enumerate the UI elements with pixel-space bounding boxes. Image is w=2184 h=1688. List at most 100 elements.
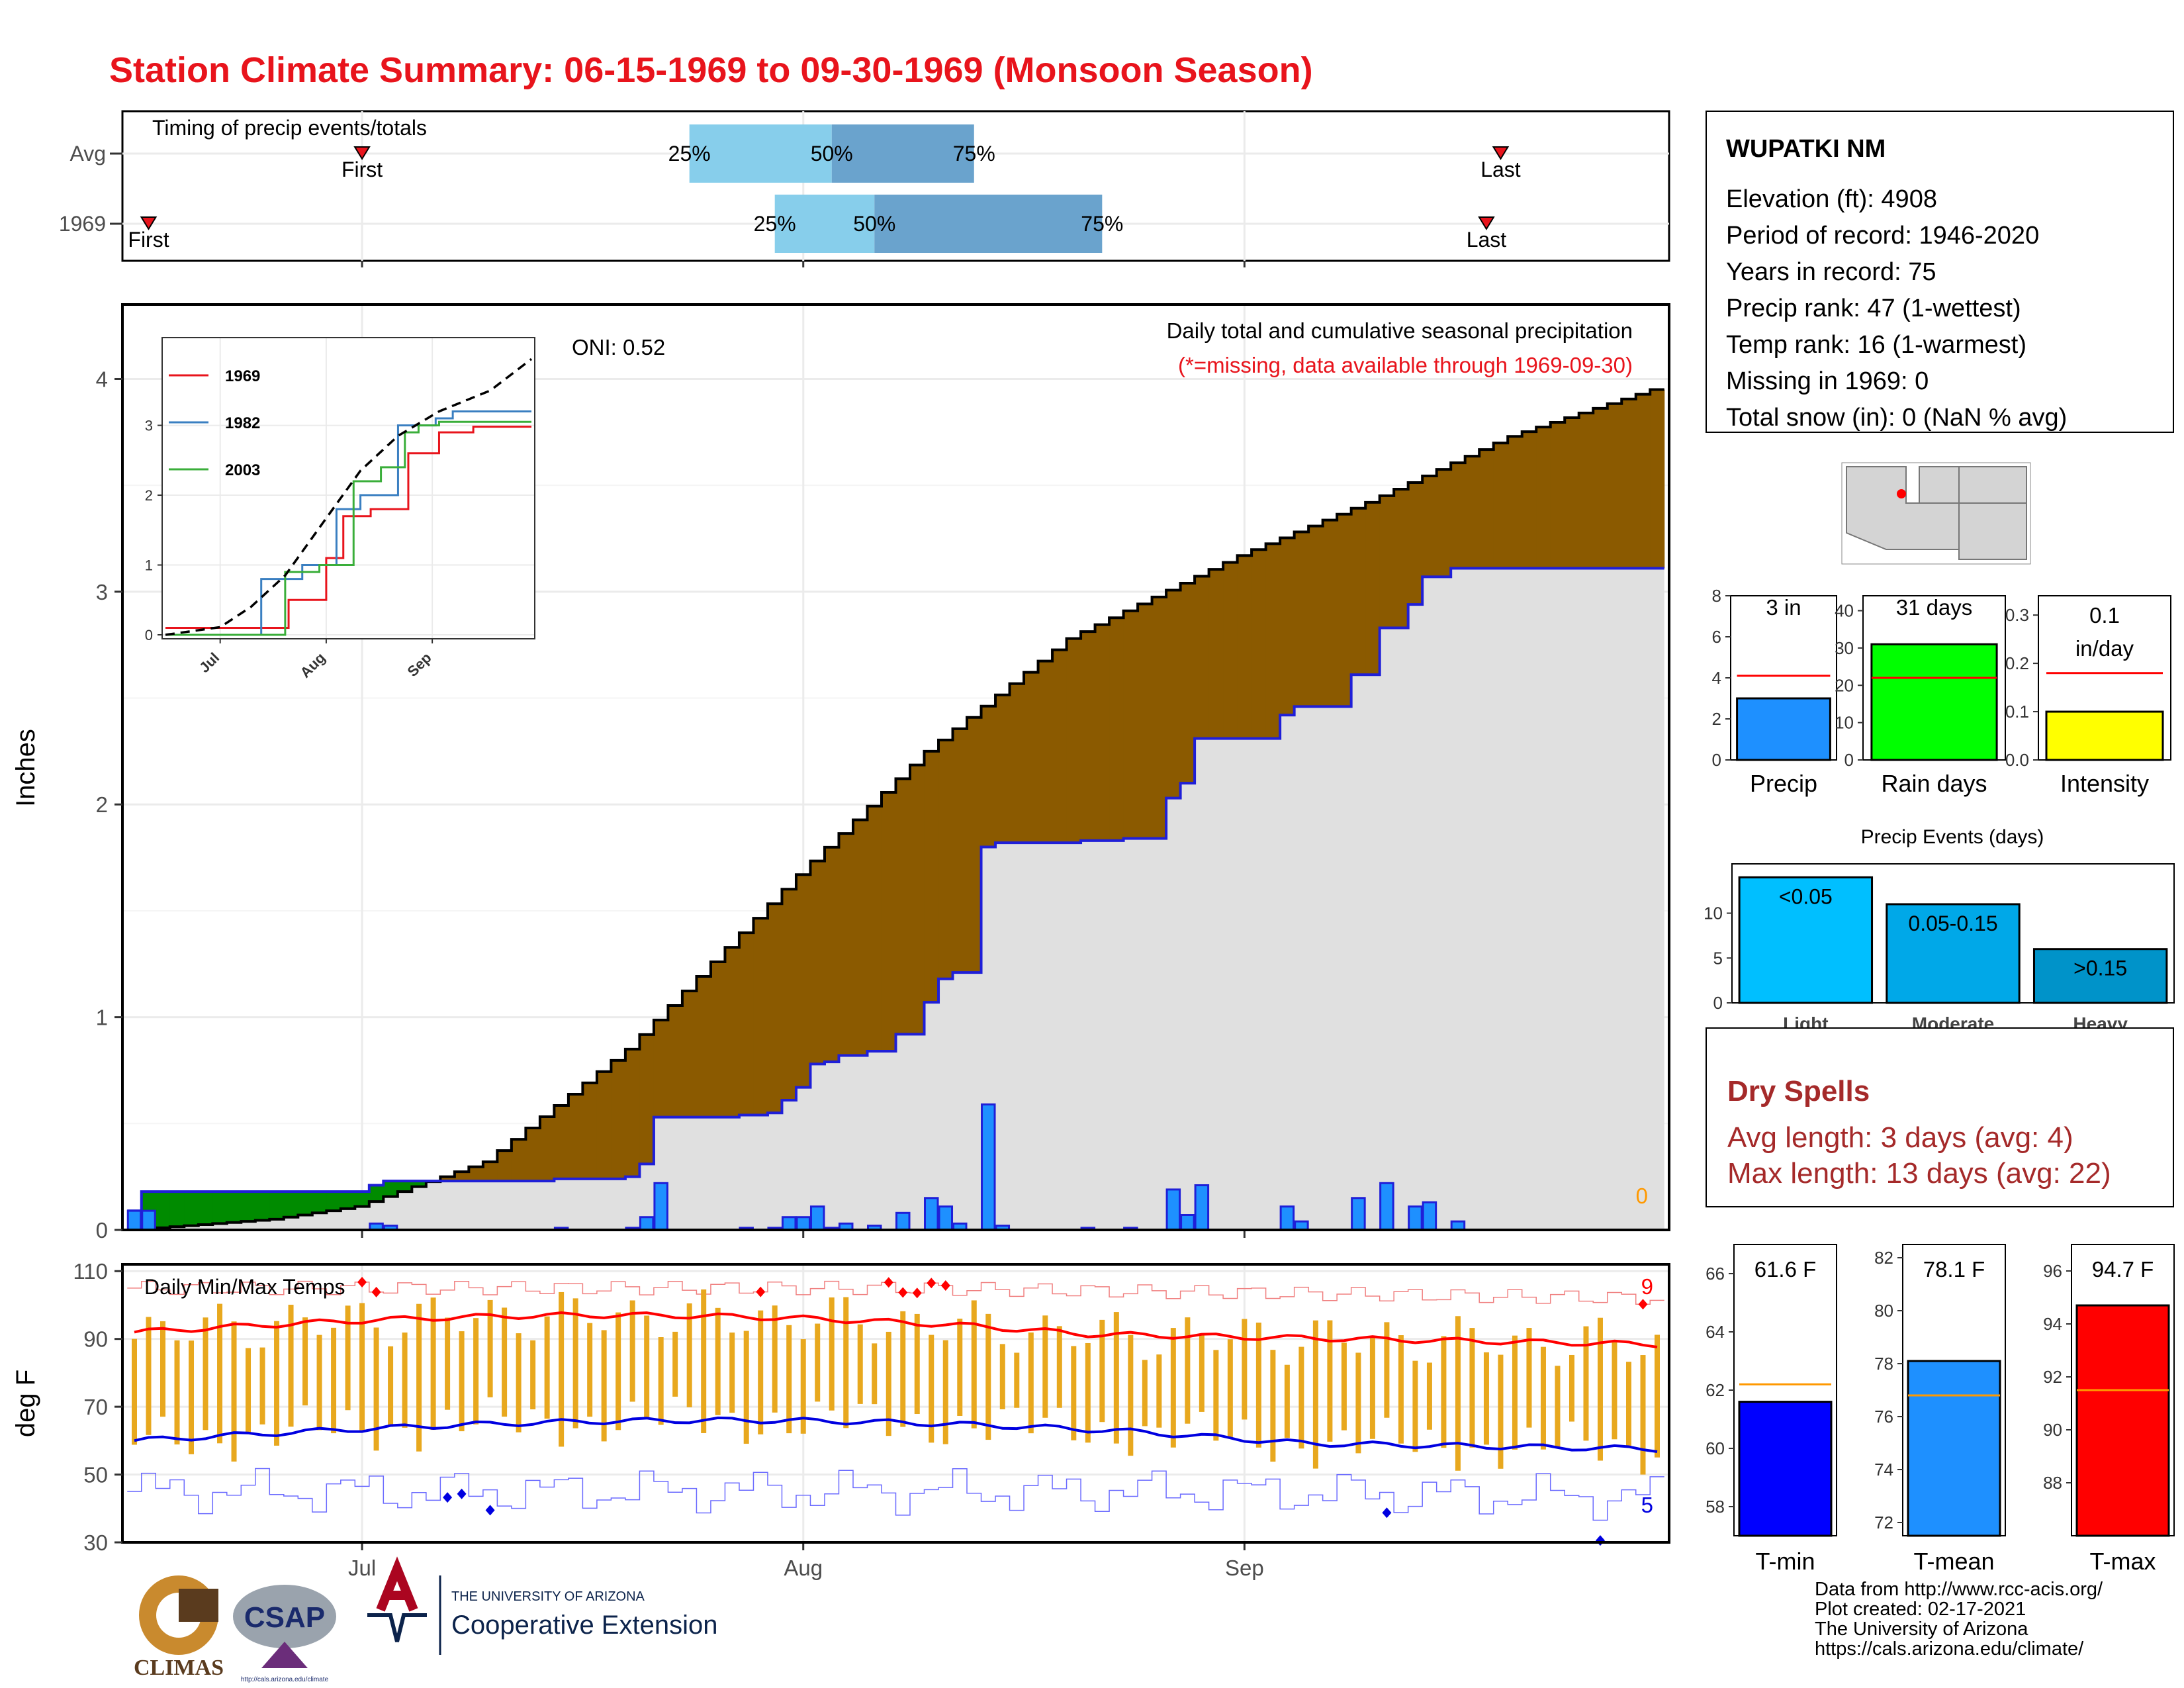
station-info-line: Temp rank: 16 (1-warmest) — [1726, 331, 2026, 359]
inset-frame — [161, 337, 535, 639]
deficit-area — [469, 1166, 484, 1182]
csap-logo-url: http://cals.arizona.edu/climate — [241, 1676, 329, 1683]
surplus-area — [255, 1192, 270, 1221]
temp-ylabel: deg F — [11, 1370, 40, 1437]
daily-temp-bar — [686, 1303, 692, 1407]
temp-summary-bar — [1738, 1401, 1833, 1537]
avg-cumulative-line — [127, 388, 1664, 1231]
summary-value-label: 31 days — [1896, 595, 1973, 620]
footer-line: https://cals.arizona.edu/climate/ — [1815, 1638, 2084, 1660]
summary-bar-2 — [2045, 710, 2164, 761]
temp-summary-tick-label: 94 — [2043, 1314, 2062, 1334]
summary-category-label: Intensity — [2060, 770, 2149, 797]
temp-summary-tick-label: 80 — [1874, 1301, 1893, 1321]
daily-temp-bar — [189, 1340, 195, 1454]
daily-temp-bar — [459, 1331, 465, 1432]
missing-note: (*=missing, data available through 1969-… — [1178, 353, 1633, 377]
summary-tick-label: 0 — [1712, 750, 1721, 770]
daily-precip-bar — [653, 1182, 668, 1231]
precip-events-bar-label: >0.15 — [2073, 957, 2127, 980]
daily-temp-bar — [872, 1343, 878, 1405]
station-info-box: WUPATKI NM Elevation (ft): 4908 Period of … — [1706, 111, 2174, 433]
daily-temp-bar — [430, 1297, 436, 1430]
daily-temp-bar — [1426, 1362, 1432, 1430]
daily-temp-bar — [203, 1317, 208, 1430]
deficit-area — [1138, 604, 1153, 839]
deficit-area — [1536, 427, 1551, 569]
precip-events-chart: Precip Events (days)0510<0.05Light0.05-0… — [1704, 826, 2175, 1034]
daily-temp-bar — [929, 1335, 934, 1443]
avg-low-line — [134, 1416, 1658, 1453]
station-info-line: Period of record: 1946-2020 — [1726, 222, 2039, 250]
avg-high-line — [134, 1311, 1658, 1348]
daily-temp-bar — [658, 1337, 664, 1425]
summary-tick-label: 4 — [1712, 668, 1721, 688]
daily-temp-bar — [758, 1310, 764, 1434]
station-frame — [1706, 111, 2174, 433]
summary-tick-label: 20 — [1835, 675, 1854, 695]
daily-temp-bar — [743, 1331, 749, 1444]
daily-temp-bar — [1469, 1328, 1475, 1448]
precip-ylabel: Inches — [11, 729, 40, 807]
precip-events-bar — [1886, 903, 2021, 1004]
daily-precip-bar — [1180, 1214, 1195, 1231]
daily-temp-bar — [772, 1305, 778, 1413]
daily-temp-bar — [1569, 1354, 1574, 1422]
daily-temp-bar — [1625, 1362, 1631, 1446]
daily-temp-bar — [715, 1307, 721, 1415]
deficit-area — [1365, 502, 1381, 675]
deficit-area — [1180, 583, 1195, 784]
daily-temp-bar — [1583, 1326, 1589, 1441]
inset-legend-label: 1969 — [225, 367, 260, 385]
daily-temp-bar — [572, 1298, 578, 1429]
deficit-area — [611, 1060, 626, 1179]
daily-temp-bar — [1099, 1319, 1105, 1423]
deficit-area — [739, 933, 754, 1115]
record-high-marker — [927, 1278, 936, 1289]
daily-temp-bar — [587, 1323, 593, 1417]
precip-events-tick-label: 10 — [1704, 904, 1723, 923]
daily-temp-bar — [331, 1327, 337, 1434]
arizona-locator-map — [1841, 462, 2031, 565]
daily-temp-bar — [373, 1327, 379, 1451]
deficit-area — [682, 990, 697, 1117]
deficit-area — [1294, 532, 1309, 707]
temp-summary-bar — [2075, 1304, 2170, 1537]
daily-temp-bar — [1142, 1360, 1148, 1427]
daily-temp-bar — [701, 1289, 707, 1433]
daily-temp-bar — [857, 1324, 863, 1404]
daily-temp-bar — [1312, 1320, 1318, 1469]
deficit-area — [653, 1019, 668, 1117]
deficit-area — [810, 861, 825, 1064]
daily-temp-bar — [416, 1303, 422, 1452]
record-high-marker — [898, 1287, 908, 1298]
daily-precip-bar — [126, 1209, 142, 1231]
daily-precip-bar — [981, 1103, 996, 1231]
deficit-area — [1166, 590, 1181, 798]
daily-temp-bar — [345, 1305, 351, 1411]
timing-last-marker — [1492, 146, 1510, 160]
deficit-area — [497, 1150, 512, 1182]
timing-row-label: Avg — [69, 142, 106, 165]
daily-temp-bar — [1441, 1336, 1447, 1448]
daily-temp-bar — [1369, 1336, 1375, 1439]
daily-temp-bar — [402, 1332, 408, 1428]
temp-summary-tick-label: 90 — [2043, 1420, 2062, 1440]
daily-temp-bar — [985, 1313, 991, 1440]
deficit-area — [1635, 394, 1651, 569]
deficit-area — [952, 728, 968, 973]
observed-cumulative-line — [127, 567, 1664, 1213]
summary-bar-0 — [1736, 697, 1831, 761]
deficit-area — [839, 833, 854, 1056]
inset-series-1982 — [165, 410, 531, 636]
record-high-count: 9 — [1641, 1274, 1653, 1299]
missing-count: 0 — [1636, 1184, 1648, 1208]
deficit-area — [1351, 508, 1366, 675]
station-info-line: Years in record: 75 — [1726, 258, 1936, 286]
deficit-area — [710, 962, 725, 1117]
deficit-area — [1152, 596, 1167, 839]
deficit-area — [938, 739, 954, 979]
summary-tick-label: 30 — [1835, 638, 1854, 658]
precip-caption: Daily total and cumulative seasonal prec… — [1167, 318, 1633, 343]
summary-tick-label: 0.2 — [2005, 653, 2029, 673]
